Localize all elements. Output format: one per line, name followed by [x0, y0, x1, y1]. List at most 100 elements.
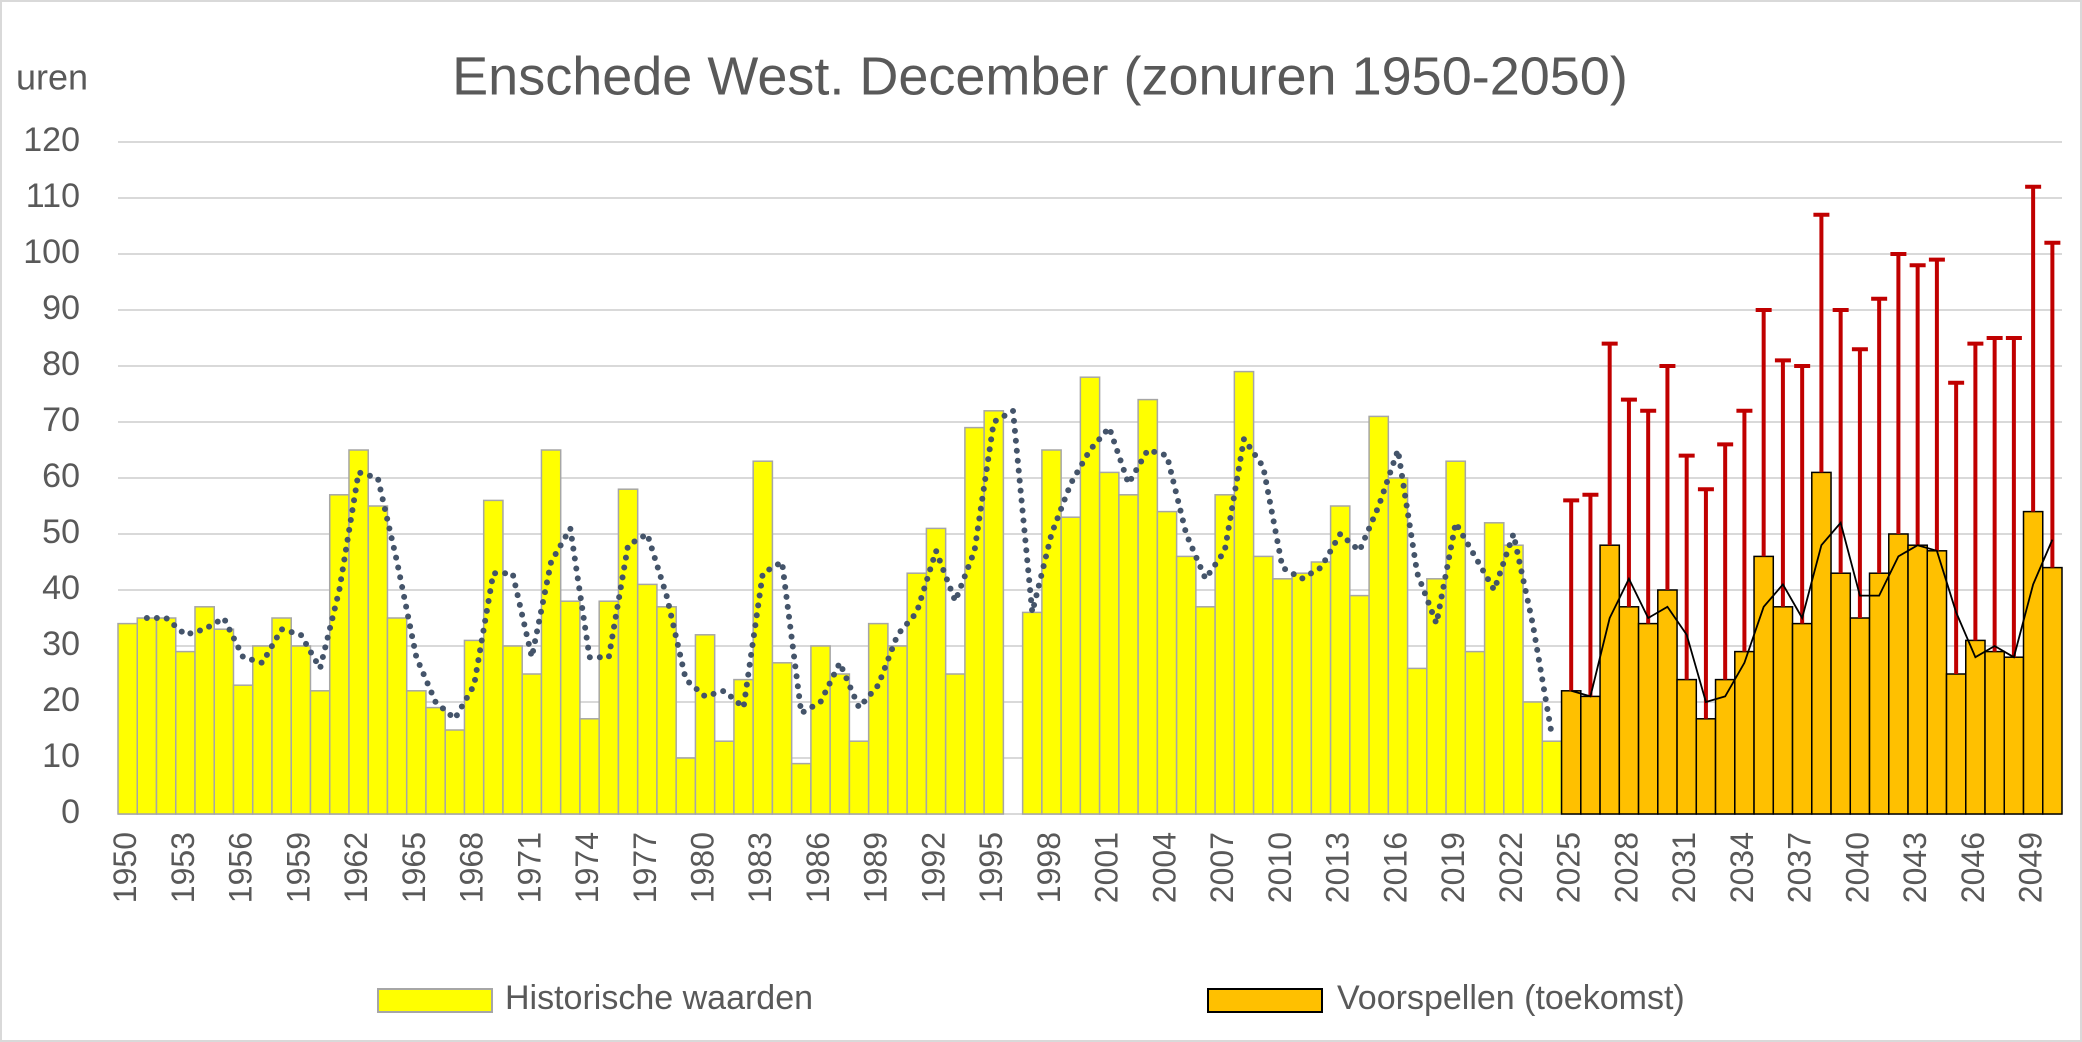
x-tick-label: 1986: [800, 832, 836, 903]
bar: [155, 617, 177, 815]
bar: [1118, 494, 1139, 815]
error-bar: [1601, 341, 1618, 546]
y-tick-label: 0: [61, 793, 80, 831]
x-tick-label: 1950: [107, 832, 143, 903]
error-bar: [1794, 364, 1811, 624]
x-tick-label: 1998: [1031, 832, 1067, 903]
error-bar: [1832, 308, 1849, 574]
bar: [1657, 589, 1678, 815]
bar: [1310, 561, 1332, 815]
error-bar: [2025, 184, 2042, 512]
bar: [136, 617, 158, 815]
bar: [1945, 673, 1967, 815]
error-bar: [1813, 212, 1830, 473]
error-bar: [1774, 358, 1791, 607]
x-tick-label: 1995: [973, 832, 1009, 903]
bar: [1888, 533, 1909, 815]
bar: [1156, 510, 1178, 815]
x-tick-label: 2043: [1897, 832, 1933, 903]
bar: [405, 690, 427, 815]
bar: [425, 706, 446, 815]
bar: [656, 606, 677, 815]
x-tick-label: 2001: [1089, 832, 1125, 903]
bar: [1195, 606, 1216, 815]
bar: [1618, 606, 1640, 815]
bar: [174, 650, 196, 815]
y-tick-label: 50: [42, 513, 80, 551]
bar: [1291, 572, 1313, 815]
y-tick-label: 20: [42, 681, 80, 719]
bar: [1560, 690, 1582, 815]
x-tick-label: 1959: [280, 832, 316, 903]
x-tick-label: 1977: [627, 832, 663, 903]
x-tick-label: 2013: [1320, 832, 1356, 903]
y-axis-label: uren: [16, 57, 88, 98]
bar: [598, 600, 620, 815]
bar: [1522, 701, 1544, 815]
bar: [1984, 650, 2006, 815]
y-tick-label: 80: [42, 345, 80, 383]
x-tick-label: 2004: [1146, 832, 1182, 903]
bar: [636, 583, 658, 815]
bar: [944, 673, 966, 815]
y-tick-label: 100: [23, 233, 80, 271]
bar: [1406, 667, 1428, 815]
x-tick-label: 2016: [1377, 832, 1413, 903]
x-tick-label: 1968: [454, 832, 490, 903]
bar: [290, 645, 312, 815]
bar: [579, 718, 600, 815]
bar: [1503, 544, 1524, 815]
error-bar: [1640, 408, 1657, 624]
x-tick-label: 2040: [1839, 832, 1875, 903]
y-tick-label: 30: [42, 625, 80, 663]
bar: [713, 740, 735, 815]
x-tick-label: 1980: [685, 832, 721, 903]
error-bar: [1755, 308, 1772, 557]
error-bar: [1948, 380, 1965, 674]
x-tick-label: 2031: [1666, 832, 1702, 903]
x-tick-label: 2019: [1435, 832, 1471, 903]
x-tick-label: 1992: [915, 832, 951, 903]
x-tick-label: 1974: [569, 832, 605, 903]
bar: [1714, 678, 1736, 815]
error-bar: [1986, 336, 2003, 652]
y-tick-label: 120: [23, 121, 80, 159]
legend-label: Voorspellen (toekomst): [1337, 979, 1685, 1017]
bar: [1676, 678, 1698, 815]
bar: [1772, 606, 1794, 815]
bar: [925, 527, 947, 815]
bar: [617, 488, 639, 815]
bar: [867, 622, 889, 815]
bar: [1753, 555, 1775, 815]
bar: [1329, 505, 1351, 815]
bar: [1580, 695, 1601, 815]
error-bar: [1678, 453, 1695, 680]
error-bar: [1890, 252, 1907, 534]
bar: [2042, 566, 2063, 815]
bar: [675, 757, 697, 815]
bar: [117, 622, 138, 815]
x-tick-label: 1956: [223, 832, 259, 903]
chart-title: Enschede West. December (zonuren 1950-20…: [452, 46, 1628, 106]
bar: [1079, 376, 1101, 815]
bar: [1965, 639, 1986, 815]
bar: [1849, 617, 1871, 815]
bar: [502, 645, 523, 815]
x-tick-label: 1953: [165, 832, 201, 903]
bar: [1445, 460, 1467, 815]
x-tick-label: 2049: [2013, 832, 2049, 903]
bar: [1811, 471, 1832, 815]
bar: [983, 410, 1005, 815]
bar: [309, 690, 331, 815]
bar: [2022, 510, 2044, 815]
error-bar: [1736, 408, 1753, 652]
bar: [348, 449, 369, 815]
error-bar: [1563, 498, 1580, 691]
y-tick-label: 10: [42, 737, 80, 775]
bar: [386, 617, 408, 815]
bar: [1868, 572, 1890, 815]
bar: [810, 645, 831, 815]
bar: [1695, 718, 1717, 815]
trend-line: [143, 405, 1555, 739]
